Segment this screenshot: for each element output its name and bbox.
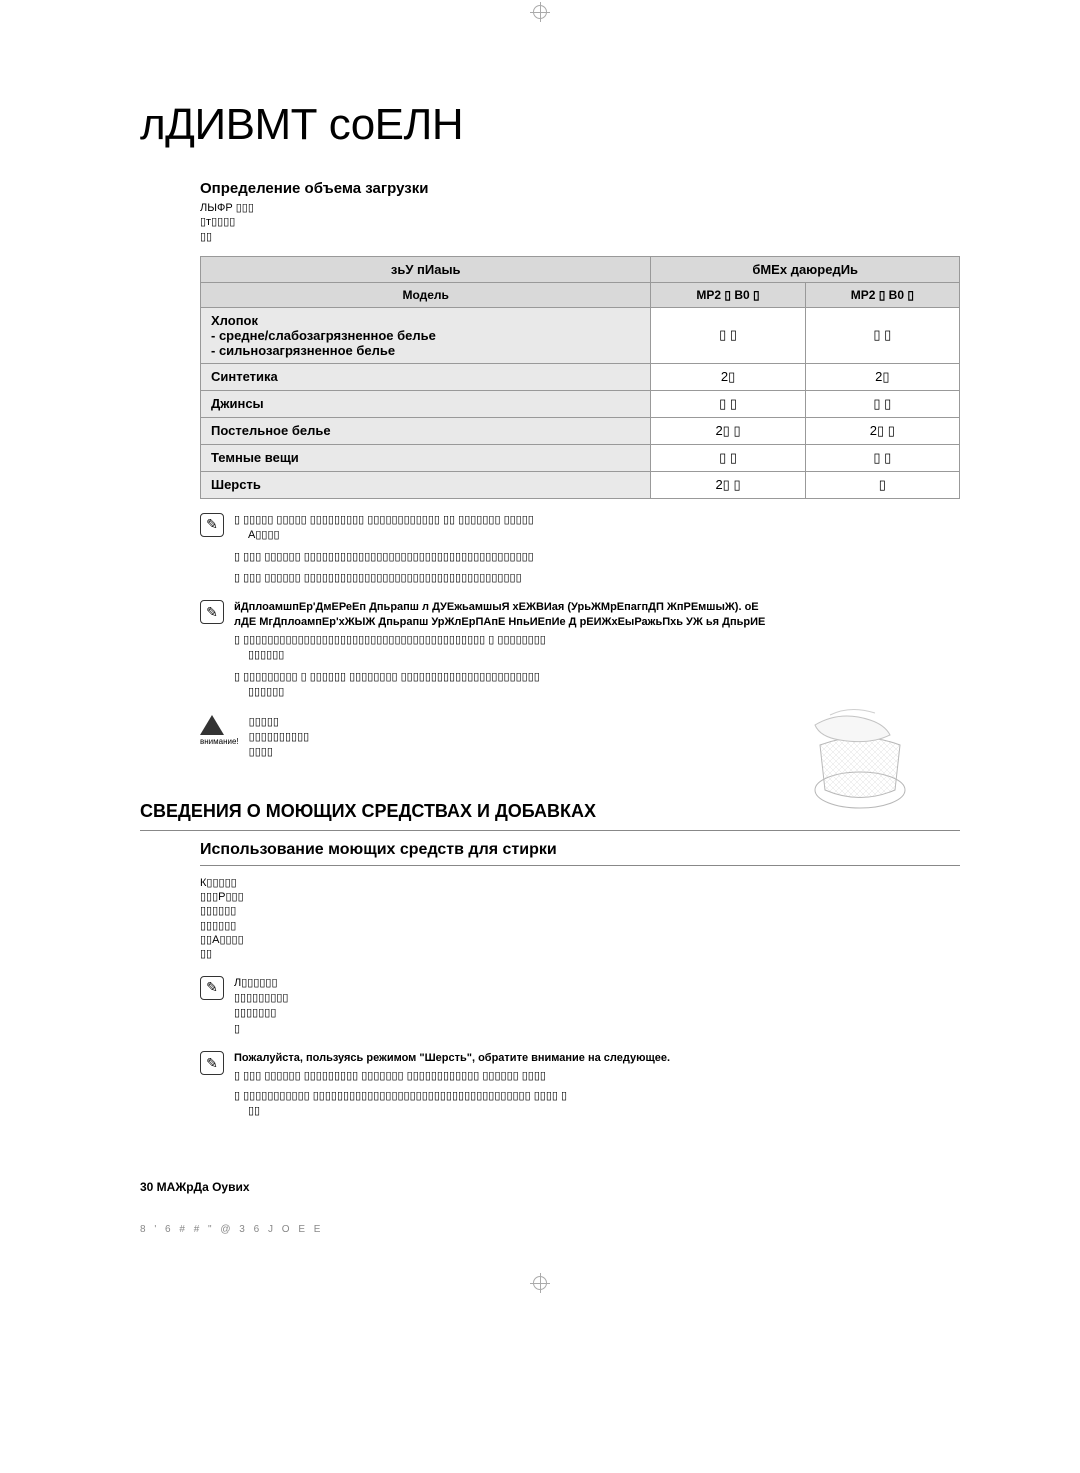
- note-line-bold: лДЕ МгДплоампЕр'хЖЫЖ Дпьрапш УрЖлЕрПАпЕ …: [234, 615, 960, 629]
- footer-code: 8 ' 6 # # " @ 3 6 J O E E: [140, 1224, 960, 1235]
- detergent-section: СВЕДЕНИЯ О МОЮЩИХ СРЕДСТВАХ И ДОБАВКАХ И…: [140, 801, 960, 1120]
- note-line: ▯▯▯▯▯▯▯: [234, 1006, 960, 1021]
- note-icon: ✎: [200, 600, 224, 624]
- garbled-line: ▯▯: [200, 947, 960, 961]
- note-block-2: ✎ йДплоамшпЕр'ДмЕРеЕп Дпьрапш л ДУЕжьамш…: [200, 600, 960, 700]
- page-title: лДИВМТ соЕЛН: [140, 100, 960, 150]
- note-line: ▯ ▯▯▯▯▯▯▯▯▯▯▯▯▯▯▯▯▯▯▯▯▯▯▯▯▯▯▯▯▯▯▯▯▯▯▯▯▯▯…: [234, 633, 960, 648]
- note-icon: ✎: [200, 976, 224, 1000]
- wool-note-heading: Пожалуйста, пользуясь режимом "Шерсть", …: [234, 1051, 960, 1065]
- table-cell: 2▯ ▯: [805, 417, 959, 444]
- note-block-det1: ✎ Л▯▯▯▯▯▯ ▯▯▯▯▯▯▯▯▯ ▯▯▯▯▯▯▯ ▯: [200, 976, 960, 1038]
- warning-label: внимание!: [200, 737, 239, 746]
- laundry-basket-illustration: [770, 695, 920, 815]
- table-cell: ▯ ▯: [805, 307, 959, 363]
- note-line-bold: йДплоамшпЕр'ДмЕРеЕп Дпьрапш л ДУЕжьамшыЯ…: [234, 600, 960, 614]
- model-col: МР2 ▯ В0 ▯: [805, 282, 959, 307]
- table-cell: 2▯ ▯: [651, 471, 805, 498]
- table-cell: ▯: [805, 471, 959, 498]
- note-icon: ✎: [200, 513, 224, 537]
- page-footer: 30 МАЖрДа Оувих: [140, 1180, 960, 1194]
- garbled-line: ▯▯: [200, 230, 960, 244]
- table-row-label: Синтетика: [201, 363, 651, 390]
- note-line: ▯ ▯▯▯▯▯ ▯▯▯▯▯ ▯▯▯▯▯▯▯▯▯ ▯▯▯▯▯▯▯▯▯▯▯▯ ▯▯ …: [234, 513, 960, 528]
- note-block-wool: ✎ Пожалуйста, пользуясь режимом "Шерсть"…: [200, 1051, 960, 1119]
- garbled-line: К▯▯▯▯▯: [200, 876, 960, 890]
- table-row-label: Темные вещи: [201, 444, 651, 471]
- warning-icon: [200, 715, 224, 735]
- note-line: ▯: [234, 1022, 960, 1037]
- table-cell: 2▯: [651, 363, 805, 390]
- garbled-line: ЛЫФР ▯▯▯: [200, 201, 960, 215]
- garbled-line: ▯▯А▯▯▯▯: [200, 933, 960, 947]
- divider: [200, 865, 960, 866]
- subheading-load: Определение объема загрузки: [200, 180, 960, 197]
- note-line: ▯ ▯▯▯ ▯▯▯▯▯▯ ▯▯▯▯▯▯▯▯▯ ▯▯▯▯▯▯▯ ▯▯▯▯▯▯▯▯▯…: [234, 1069, 960, 1084]
- table-cell: ▯ ▯: [805, 444, 959, 471]
- note-line: ▯▯▯▯▯▯▯▯▯: [234, 991, 960, 1006]
- garbled-line: ▯▯▯Р▯▯▯: [200, 890, 960, 904]
- note-icon: ✎: [200, 1051, 224, 1075]
- table-cell: 2▯: [805, 363, 959, 390]
- note-line: Л▯▯▯▯▯▯: [234, 976, 960, 991]
- note-line: ▯ ▯▯▯▯▯▯▯▯▯▯▯ ▯▯▯▯▯▯▯▯▯▯▯▯▯▯▯▯▯▯▯▯▯▯▯▯▯▯…: [234, 1089, 960, 1104]
- table-row-label: Хлопок - средне/слабозагрязненное белье …: [201, 307, 651, 363]
- model-label: Модель: [201, 282, 651, 307]
- note-line: ▯ ▯▯▯ ▯▯▯▯▯▯ ▯▯▯▯▯▯▯▯▯▯▯▯▯▯▯▯▯▯▯▯▯▯▯▯▯▯▯…: [234, 571, 960, 586]
- note-line: ▯▯: [248, 1104, 960, 1119]
- model-col: МР2 ▯ В0 ▯: [651, 282, 805, 307]
- note-line: ▯▯▯▯▯▯: [248, 648, 960, 663]
- note-line: ▯ ▯▯▯▯▯▯▯▯▯ ▯ ▯▯▯▯▯▯ ▯▯▯▯▯▯▯▯ ▯▯▯▯▯▯▯▯▯▯…: [234, 670, 960, 685]
- subsection-title: Использование моющих средств для стирки: [200, 841, 960, 859]
- load-section: Определение объема загрузки ЛЫФР ▯▯▯ ▯т▯…: [200, 180, 960, 761]
- note-line: А▯▯▯▯: [248, 528, 960, 543]
- load-capacity-table: зьУ пИаыь бМЕх даюредИь Модель МР2 ▯ В0 …: [200, 256, 960, 499]
- table-row-label: Постельное белье: [201, 417, 651, 444]
- table-header-right: бМЕх даюредИь: [651, 256, 960, 282]
- garbled-line: ▯▯▯▯▯▯: [200, 919, 960, 933]
- table-cell: ▯ ▯: [651, 307, 805, 363]
- table-cell: ▯ ▯: [651, 444, 805, 471]
- divider: [140, 830, 960, 831]
- table-cell: ▯ ▯: [805, 390, 959, 417]
- document-page: лДИВМТ соЕЛН Определение объема загрузки…: [0, 0, 1080, 1295]
- table-header-left: зьУ пИаыь: [201, 256, 651, 282]
- table-row-label: Джинсы: [201, 390, 651, 417]
- crop-mark-bottom: [530, 1273, 550, 1293]
- garbled-line: ▯т▯▯▯▯: [200, 215, 960, 229]
- table-row-label: Шерсть: [201, 471, 651, 498]
- table-cell: 2▯ ▯: [651, 417, 805, 444]
- note-line: ▯ ▯▯▯ ▯▯▯▯▯▯ ▯▯▯▯▯▯▯▯▯▯▯▯▯▯▯▯▯▯▯▯▯▯▯▯▯▯▯…: [234, 550, 960, 565]
- garbled-line: ▯▯▯▯▯▯: [200, 904, 960, 918]
- table-cell: ▯ ▯: [651, 390, 805, 417]
- note-block-1: ✎ ▯ ▯▯▯▯▯ ▯▯▯▯▯ ▯▯▯▯▯▯▯▯▯ ▯▯▯▯▯▯▯▯▯▯▯▯ ▯…: [200, 513, 960, 587]
